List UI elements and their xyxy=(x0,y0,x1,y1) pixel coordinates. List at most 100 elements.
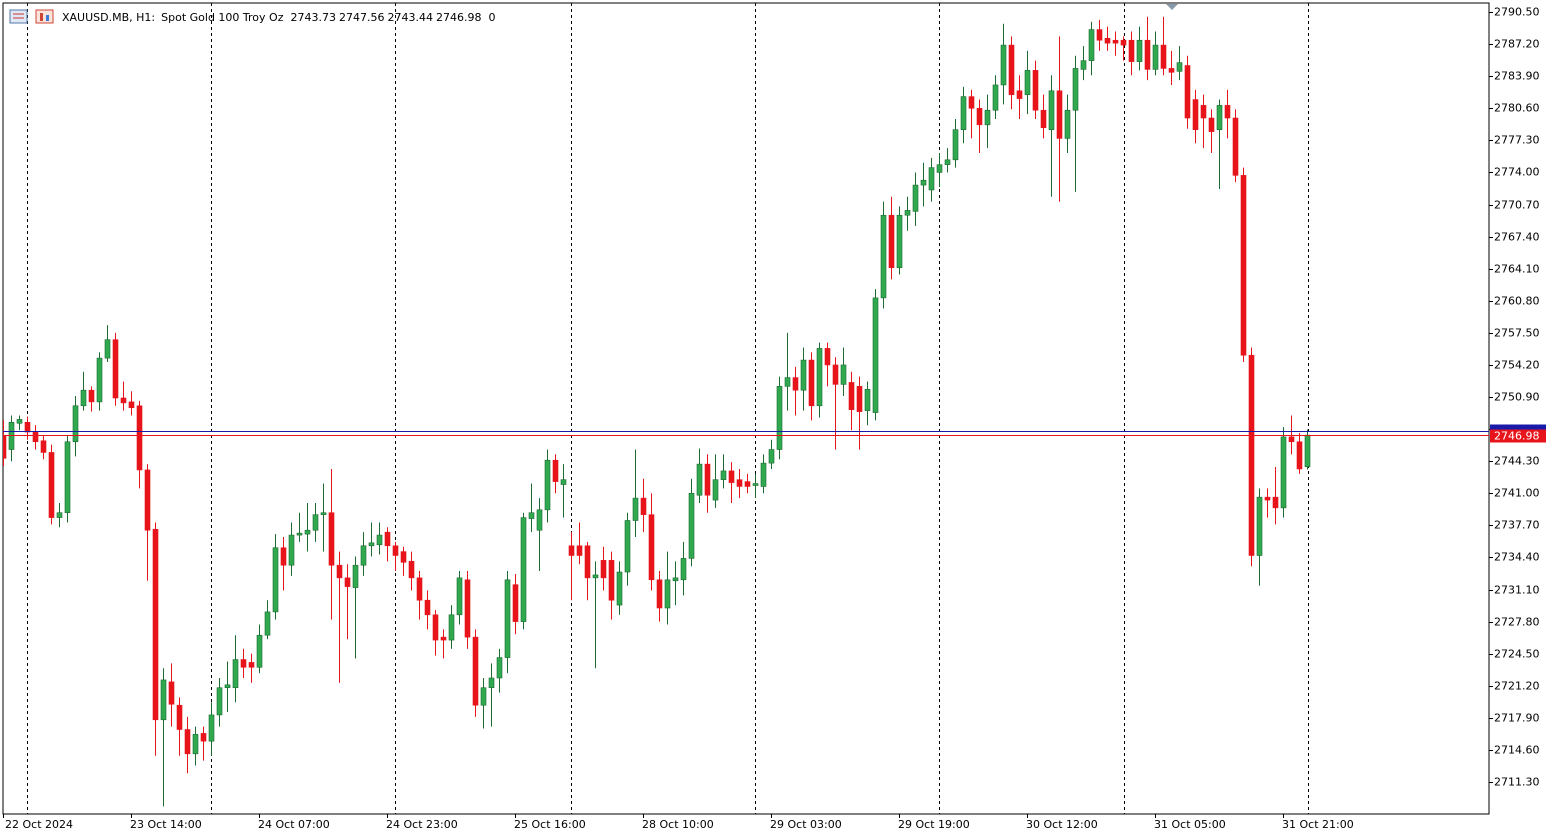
candle-body xyxy=(672,577,679,582)
candle-body xyxy=(32,431,39,443)
candle-body xyxy=(48,452,55,518)
candle-body xyxy=(632,497,639,521)
candle-body xyxy=(776,386,783,450)
icon-chart[interactable] xyxy=(35,9,54,24)
candle-body xyxy=(88,389,95,403)
y-tick-label: 2724.50 xyxy=(1494,648,1540,661)
candle-body xyxy=(1224,105,1231,119)
x-tick-label: 24 Oct 23:00 xyxy=(386,818,458,831)
candle-body xyxy=(1248,354,1255,556)
candle-body xyxy=(952,129,959,161)
candle-body xyxy=(832,364,839,385)
y-tick-label: 2774.00 xyxy=(1494,166,1540,179)
y-tick-label: 2731.10 xyxy=(1494,584,1540,597)
candle-body xyxy=(920,179,927,186)
candle-body xyxy=(928,167,935,191)
candle-body xyxy=(336,564,343,579)
candle-body xyxy=(312,514,319,531)
candle-body xyxy=(496,657,503,679)
candle-body xyxy=(824,348,831,366)
candle-body xyxy=(1048,90,1055,130)
x-tick-label: 30 Oct 12:00 xyxy=(1026,818,1098,831)
candle-body xyxy=(600,560,607,579)
y-tick-label: 2777.30 xyxy=(1494,134,1540,147)
candle-body xyxy=(704,463,711,496)
candle-body xyxy=(1232,117,1239,176)
y-tick-label: 2714.60 xyxy=(1494,744,1540,757)
candle-body xyxy=(656,579,663,609)
candle-body xyxy=(1280,436,1287,509)
candle-body xyxy=(1136,39,1143,62)
candle-body xyxy=(256,634,263,668)
candle-body xyxy=(400,551,407,563)
plot-frame xyxy=(2,2,1490,815)
y-tick-label: 2787.20 xyxy=(1494,38,1540,51)
candle-body xyxy=(720,470,727,480)
candle-body xyxy=(512,584,519,622)
candle-body xyxy=(800,359,807,391)
candle-body xyxy=(1024,70,1031,95)
candle-body xyxy=(544,459,551,511)
candle-body xyxy=(16,419,23,424)
candle-body xyxy=(808,359,815,407)
candle-body xyxy=(1264,496,1271,501)
candle-body xyxy=(440,636,447,641)
y-tick-label: 2757.50 xyxy=(1494,327,1540,340)
candle-body xyxy=(592,574,599,579)
candle-body xyxy=(752,483,759,486)
candle-body xyxy=(1216,105,1223,130)
candle-body xyxy=(320,512,327,515)
candle-body xyxy=(1112,39,1119,44)
candle-body xyxy=(872,297,879,413)
candle-body xyxy=(40,440,47,453)
candle-body xyxy=(112,339,119,399)
candle-body xyxy=(1040,109,1047,129)
candle-body xyxy=(1184,65,1191,119)
candle-body xyxy=(1080,60,1087,70)
candle-body xyxy=(1016,90,1023,99)
candle-body xyxy=(1192,99,1199,130)
candle-body xyxy=(560,479,567,485)
candle-body xyxy=(992,84,999,111)
candle-body xyxy=(208,714,215,742)
candle-body xyxy=(128,401,135,409)
candle-body xyxy=(784,377,791,387)
candle-body xyxy=(1152,44,1159,70)
candle-body xyxy=(984,109,991,126)
candle-body xyxy=(104,339,111,359)
candle-body xyxy=(1304,434,1311,468)
candle-body xyxy=(1056,90,1063,139)
candle-body xyxy=(1176,62,1183,72)
candle-body xyxy=(960,96,967,130)
candle-body xyxy=(1168,68,1175,73)
candle-body xyxy=(240,659,247,668)
description: Spot Gold 100 Troy Oz xyxy=(161,11,284,24)
candle-body xyxy=(904,210,911,216)
shift-marker[interactable] xyxy=(1166,4,1178,10)
candle-body xyxy=(360,545,367,566)
candle-body xyxy=(1104,37,1111,44)
candle-body xyxy=(792,377,799,391)
candle-body xyxy=(456,577,463,616)
candle-body xyxy=(640,497,647,515)
candle-body xyxy=(192,734,199,755)
candle-body xyxy=(280,547,287,566)
y-tick-label: 2727.80 xyxy=(1494,616,1540,629)
y-tick-label: 2790.50 xyxy=(1494,6,1540,19)
y-tick-label: 2741.00 xyxy=(1494,487,1540,500)
candle-body xyxy=(1144,39,1151,70)
candle-body xyxy=(296,532,303,536)
x-tick-label: 23 Oct 14:00 xyxy=(130,818,202,831)
candle-body xyxy=(584,545,591,579)
candle-body xyxy=(888,214,895,269)
icon-symbol[interactable] xyxy=(9,9,28,24)
candle-body xyxy=(536,509,543,531)
candle-body xyxy=(376,534,383,546)
x-tick-label: 25 Oct 16:00 xyxy=(514,818,586,831)
candle-body xyxy=(1208,117,1215,132)
candle-body xyxy=(136,405,143,471)
y-tick-label: 2711.30 xyxy=(1494,776,1540,789)
candle-body xyxy=(1240,175,1247,356)
candle-body xyxy=(472,636,479,706)
candle-body xyxy=(216,687,223,716)
